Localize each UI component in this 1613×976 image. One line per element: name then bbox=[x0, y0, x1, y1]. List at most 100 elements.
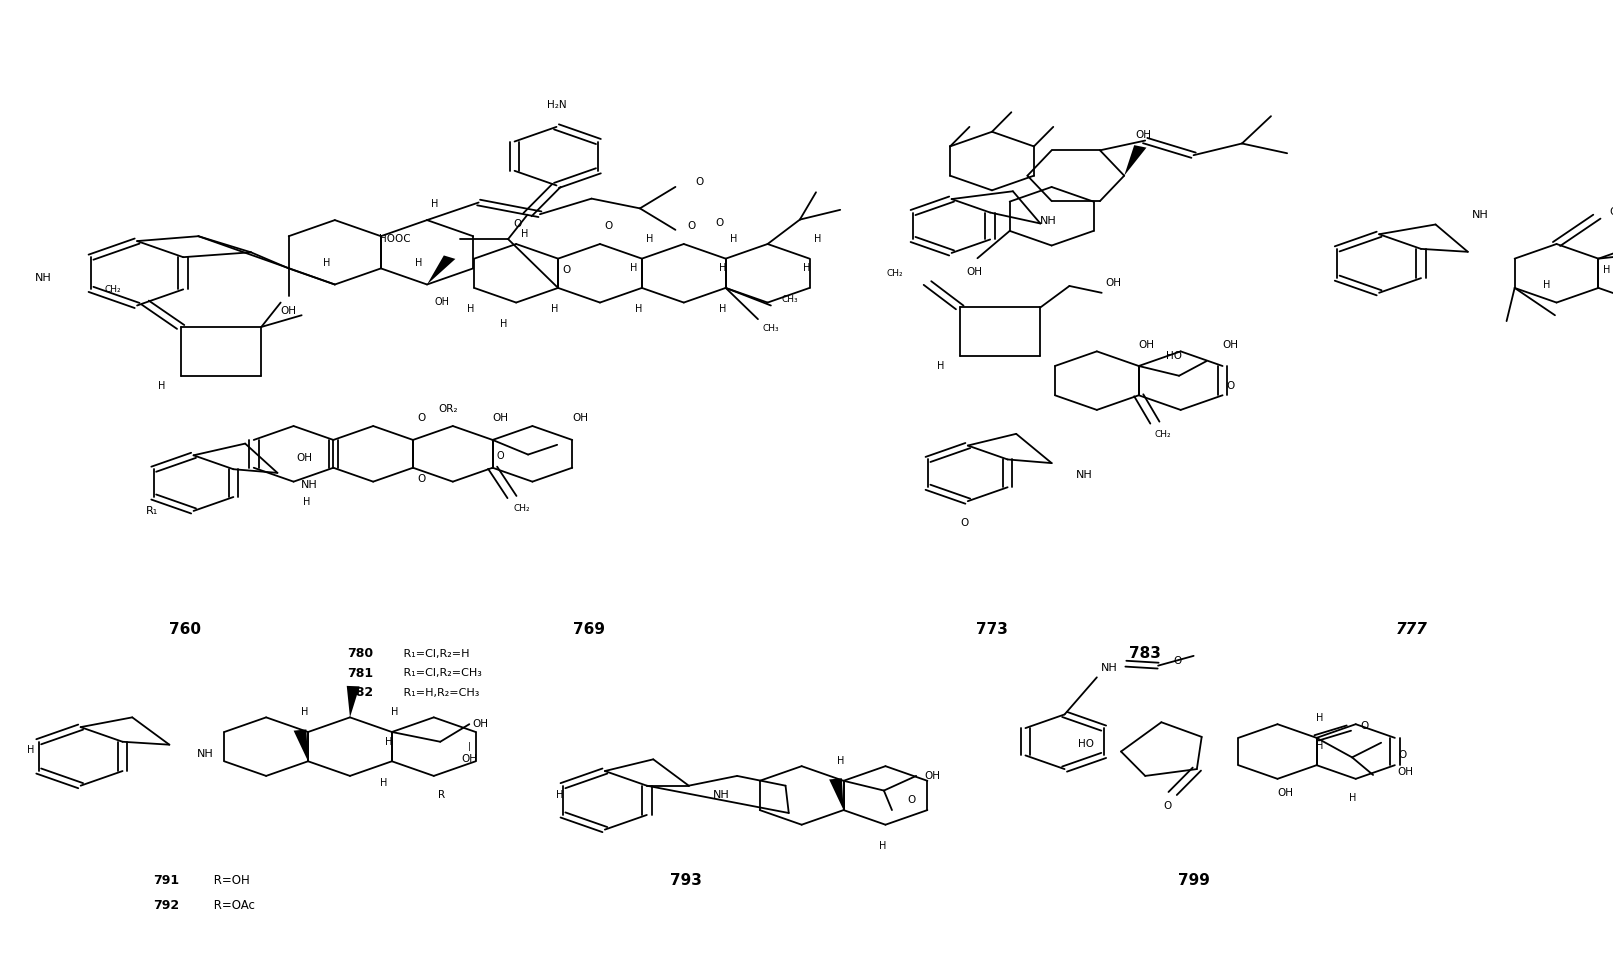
Text: CH₂: CH₂ bbox=[1155, 429, 1171, 439]
Text: H: H bbox=[1316, 713, 1324, 723]
Text: H: H bbox=[719, 305, 726, 314]
Text: 781: 781 bbox=[347, 667, 373, 680]
Text: O: O bbox=[1608, 207, 1613, 217]
Text: R₁=Cl,R₂=H: R₁=Cl,R₂=H bbox=[400, 649, 469, 659]
Text: CH₂: CH₂ bbox=[105, 285, 121, 295]
Polygon shape bbox=[347, 686, 360, 717]
Text: H: H bbox=[719, 264, 726, 273]
Text: OH: OH bbox=[924, 771, 940, 781]
Text: OH: OH bbox=[1223, 340, 1239, 349]
Text: 777: 777 bbox=[1395, 622, 1428, 637]
Text: CH₃: CH₃ bbox=[782, 295, 798, 305]
Text: H: H bbox=[415, 258, 423, 268]
Text: NH: NH bbox=[302, 479, 318, 490]
Text: OH: OH bbox=[1105, 278, 1121, 288]
Text: OH: OH bbox=[1139, 340, 1155, 349]
Text: H: H bbox=[631, 264, 637, 273]
Text: 773: 773 bbox=[976, 622, 1008, 637]
Text: H: H bbox=[815, 234, 821, 244]
Text: 792: 792 bbox=[153, 899, 179, 913]
Text: NH: NH bbox=[1076, 469, 1092, 480]
Text: NH: NH bbox=[35, 273, 52, 283]
Text: H: H bbox=[1603, 265, 1610, 275]
Text: H: H bbox=[803, 264, 810, 273]
Text: OH: OH bbox=[281, 306, 297, 316]
Text: R₁=Cl,R₂=CH₃: R₁=Cl,R₂=CH₃ bbox=[400, 669, 482, 678]
Text: R=OAc: R=OAc bbox=[210, 899, 255, 913]
Polygon shape bbox=[829, 778, 844, 810]
Text: OH: OH bbox=[492, 414, 508, 424]
Text: H: H bbox=[27, 745, 34, 754]
Text: H₂N: H₂N bbox=[547, 101, 566, 110]
Text: OH: OH bbox=[1397, 767, 1413, 777]
Text: H: H bbox=[386, 737, 392, 747]
Text: O: O bbox=[1361, 721, 1369, 731]
Text: O: O bbox=[907, 795, 915, 805]
Text: H: H bbox=[302, 708, 308, 717]
Text: H: H bbox=[158, 381, 165, 390]
Text: O: O bbox=[715, 218, 723, 227]
Text: H: H bbox=[1348, 793, 1357, 803]
Text: |: | bbox=[468, 742, 471, 752]
Text: 769: 769 bbox=[573, 622, 605, 637]
Text: H: H bbox=[303, 497, 310, 508]
Text: 760: 760 bbox=[169, 622, 202, 637]
Text: R: R bbox=[439, 791, 445, 800]
Text: O: O bbox=[497, 451, 505, 461]
Text: O: O bbox=[416, 474, 426, 484]
Text: OH: OH bbox=[573, 414, 589, 424]
Text: 782: 782 bbox=[347, 686, 373, 700]
Text: OH: OH bbox=[297, 453, 313, 463]
Text: O: O bbox=[960, 517, 969, 528]
Text: O: O bbox=[687, 222, 695, 231]
Text: O: O bbox=[1173, 656, 1182, 666]
Text: CH₂: CH₂ bbox=[887, 268, 903, 278]
Text: O: O bbox=[513, 220, 523, 229]
Text: NH: NH bbox=[1473, 210, 1489, 220]
Text: H: H bbox=[636, 305, 642, 314]
Text: H: H bbox=[500, 319, 506, 329]
Text: CH₂: CH₂ bbox=[513, 505, 531, 513]
Text: O: O bbox=[1163, 801, 1173, 811]
Text: HO: HO bbox=[1166, 351, 1182, 361]
Text: 791: 791 bbox=[153, 874, 179, 887]
Text: H: H bbox=[468, 305, 474, 314]
Text: OH: OH bbox=[1277, 789, 1294, 798]
Text: R₁=H,R₂=CH₃: R₁=H,R₂=CH₃ bbox=[400, 688, 479, 698]
Text: OH: OH bbox=[473, 719, 489, 729]
Text: OH: OH bbox=[966, 266, 982, 277]
Text: H: H bbox=[431, 199, 439, 210]
Text: H: H bbox=[837, 756, 844, 766]
Polygon shape bbox=[294, 729, 308, 761]
Text: HOOC: HOOC bbox=[379, 234, 411, 244]
Text: H: H bbox=[392, 708, 398, 717]
Text: OR₂: OR₂ bbox=[439, 404, 458, 414]
Text: OH: OH bbox=[434, 297, 450, 306]
Text: H: H bbox=[731, 234, 737, 244]
Text: H: H bbox=[556, 791, 563, 800]
Text: O: O bbox=[1398, 751, 1407, 760]
Text: O: O bbox=[416, 414, 426, 424]
Text: H: H bbox=[879, 841, 886, 851]
Text: H: H bbox=[1316, 741, 1324, 751]
Text: NH: NH bbox=[1040, 216, 1057, 225]
Text: O: O bbox=[603, 222, 613, 231]
Text: NH: NH bbox=[1102, 663, 1118, 672]
Text: R₁: R₁ bbox=[145, 506, 158, 516]
Text: 799: 799 bbox=[1177, 873, 1210, 888]
Text: CH₃: CH₃ bbox=[763, 324, 779, 334]
Text: H: H bbox=[323, 258, 331, 268]
Text: O: O bbox=[561, 265, 571, 275]
Text: R=OH: R=OH bbox=[210, 874, 250, 887]
Polygon shape bbox=[427, 256, 455, 285]
Text: 780: 780 bbox=[347, 647, 373, 661]
Text: H: H bbox=[647, 234, 653, 244]
Text: HO: HO bbox=[1077, 739, 1094, 749]
Text: O: O bbox=[1226, 381, 1234, 390]
Text: O: O bbox=[695, 177, 703, 187]
Text: NH: NH bbox=[197, 750, 213, 759]
Text: OH: OH bbox=[461, 754, 477, 764]
Text: H: H bbox=[521, 229, 527, 239]
Text: 783: 783 bbox=[1129, 646, 1161, 662]
Text: H: H bbox=[1544, 280, 1550, 290]
